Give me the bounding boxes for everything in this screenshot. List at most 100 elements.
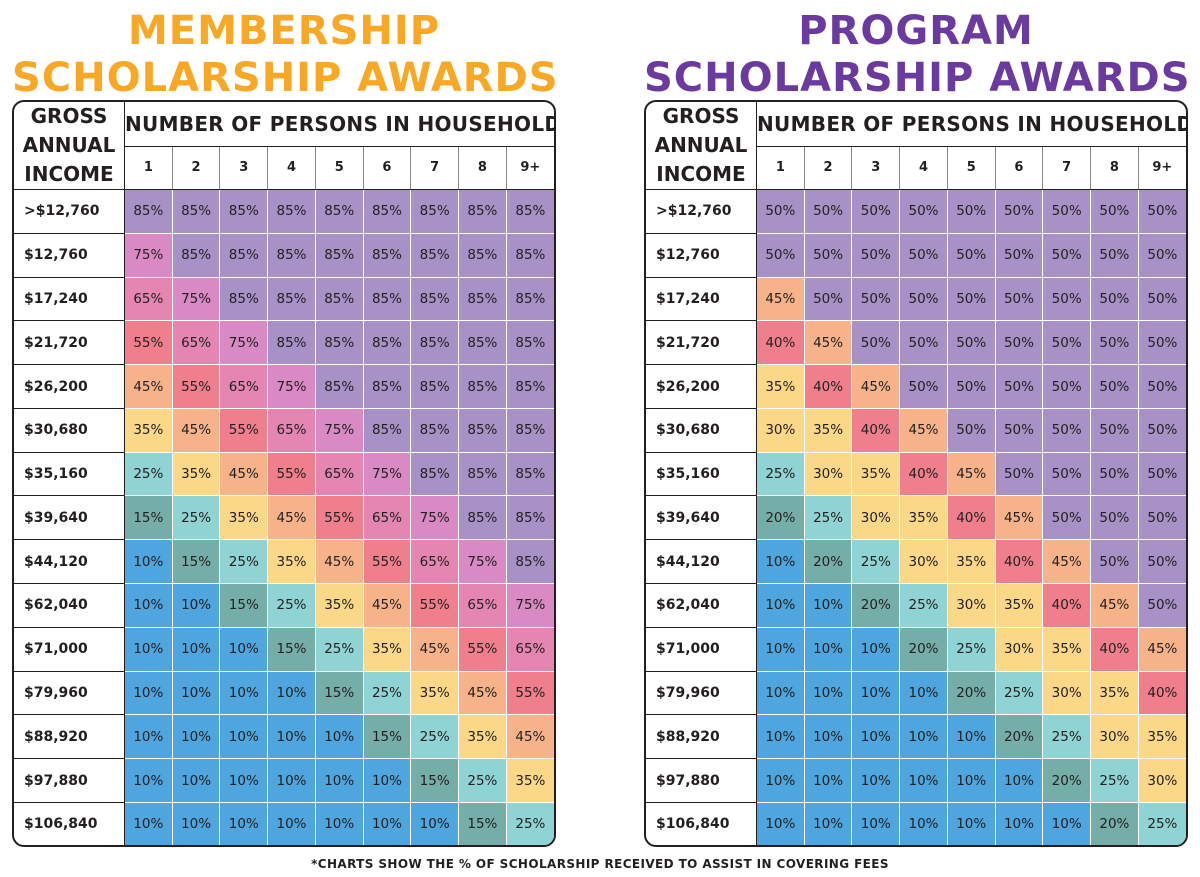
table-row: $17,240 45% 50% 50% 50% 50% 50% 50% 50% 50% (646, 277, 1186, 322)
award-cell: 65% (171, 320, 220, 366)
award-cell: 25% (1090, 758, 1139, 803)
award-cell: 45% (994, 495, 1043, 541)
award-cell: 45% (946, 452, 996, 497)
award-cell: 85% (505, 408, 554, 453)
award-cell: 35% (756, 364, 805, 409)
award-cell: 25% (458, 758, 507, 803)
award-cell: 55% (458, 627, 507, 672)
award-cell: 40% (994, 539, 1043, 585)
award-cell: 55% (124, 320, 173, 366)
income-label: $44,120 (14, 539, 125, 585)
award-cell: 85% (410, 233, 459, 278)
table-row: $35,160 25% 30% 35% 40% 45% 50% 50% 50% 50% (646, 452, 1186, 497)
award-cell: 25% (946, 627, 996, 672)
award-cell: 45% (362, 583, 411, 628)
income-label: $21,720 (646, 320, 757, 366)
gross-header-line: GROSS (30, 104, 108, 128)
award-cell: 30% (851, 495, 900, 541)
award-cell: 50% (1090, 495, 1139, 541)
award-cell: 35% (314, 583, 364, 628)
award-cell: 50% (1042, 452, 1091, 497)
award-cell: 10% (803, 627, 852, 672)
income-label: >$12,760 (646, 189, 757, 234)
household-size-8: 8 (458, 146, 507, 190)
award-cell: 85% (410, 277, 459, 322)
award-cell: 10% (1042, 802, 1091, 845)
award-cell: 50% (1137, 583, 1186, 628)
award-cell: 45% (458, 671, 507, 716)
award-cell: 10% (756, 671, 805, 716)
award-cell: 85% (267, 233, 316, 278)
award-cell: 85% (410, 364, 459, 409)
award-cell: 15% (362, 714, 411, 760)
award-cell: 85% (267, 189, 316, 234)
table-row: $17,240 65% 75% 85% 85% 85% 85% 85% 85% 85% (14, 277, 554, 322)
award-cell: 65% (505, 627, 554, 672)
award-cell: 15% (124, 495, 173, 541)
award-cell: 35% (458, 714, 507, 760)
award-cell: 10% (994, 802, 1043, 845)
household-size-4: 4 (899, 146, 948, 190)
membership-title-line-1: MEMBERSHIP (127, 8, 441, 54)
footnote: *CHARTS SHOW THE % OF SCHOLARSHIP RECEIV… (311, 857, 889, 871)
award-cell: 40% (851, 408, 900, 453)
award-cell: 85% (458, 408, 507, 453)
award-cell: 50% (1090, 277, 1139, 322)
award-cell: 10% (756, 802, 805, 845)
award-cell: 50% (946, 277, 996, 322)
gross-header-line: INCOME (24, 162, 114, 186)
award-cell: 85% (362, 364, 411, 409)
award-cell: 10% (756, 714, 805, 760)
award-cell: 25% (1137, 802, 1186, 845)
award-cell: 10% (219, 671, 268, 716)
table-row: $35,160 25% 35% 45% 55% 65% 75% 85% 85% 85% (14, 452, 554, 497)
household-size-7: 7 (1042, 146, 1091, 190)
award-cell: 85% (505, 452, 554, 497)
award-cell: 75% (124, 233, 173, 278)
award-cell: 40% (1090, 627, 1139, 672)
award-cell: 10% (124, 627, 173, 672)
award-cell: 85% (314, 320, 364, 366)
award-cell: 50% (1137, 320, 1186, 366)
table-row: $39,640 15% 25% 35% 45% 55% 65% 75% 85% 85% (14, 495, 554, 541)
award-cell: 85% (505, 539, 554, 585)
table-row: $26,200 45% 55% 65% 75% 85% 85% 85% 85% 85% (14, 364, 554, 409)
award-cell: 10% (124, 802, 173, 845)
persons-in-household-header: NUMBER OF PERSONS IN HOUSEHOLD (756, 102, 1186, 147)
award-cell: 25% (994, 671, 1043, 716)
gross-header-line: ANNUAL (654, 133, 748, 157)
header-row: GROSS ANNUAL INCOME NUMBER OF PERSONS IN HO… (14, 102, 554, 190)
award-cell: 30% (899, 539, 948, 585)
award-cell: 40% (1137, 671, 1186, 716)
award-cell: 65% (314, 452, 364, 497)
award-cell: 10% (124, 671, 173, 716)
table-row: $97,880 10% 10% 10% 10% 10% 10% 20% 25% 30% (646, 758, 1186, 803)
income-label: $17,240 (14, 277, 125, 322)
award-cell: 45% (756, 277, 805, 322)
award-cell: 10% (267, 758, 316, 803)
award-cell: 10% (851, 627, 900, 672)
award-cell: 85% (458, 495, 507, 541)
award-cell: 50% (1090, 408, 1139, 453)
table-row: $12,760 75% 85% 85% 85% 85% 85% 85% 85% 85% (14, 233, 554, 278)
program-panel: PROGRAM SCHOLARSHIP AWARDS GROSS ANNUAL IN… (644, 0, 1190, 847)
award-cell: 15% (171, 539, 220, 585)
income-label: $30,680 (646, 408, 757, 453)
award-cell: 10% (803, 758, 852, 803)
award-cell: 10% (267, 802, 316, 845)
award-cell: 10% (946, 758, 996, 803)
household-size-6: 6 (362, 146, 411, 190)
award-cell: 20% (756, 495, 805, 541)
award-cell: 10% (219, 627, 268, 672)
table-row: $88,920 10% 10% 10% 10% 10% 15% 25% 35% 45% (14, 714, 554, 760)
income-label: $106,840 (14, 802, 125, 845)
award-cell: 50% (1137, 189, 1186, 234)
award-cell: 50% (899, 364, 948, 409)
award-cell: 85% (124, 189, 173, 234)
award-cell: 50% (946, 189, 996, 234)
award-cell: 85% (314, 277, 364, 322)
income-label: $12,760 (14, 233, 125, 278)
award-cell: 50% (899, 320, 948, 366)
award-cell: 85% (362, 189, 411, 234)
award-cell: 65% (410, 539, 459, 585)
